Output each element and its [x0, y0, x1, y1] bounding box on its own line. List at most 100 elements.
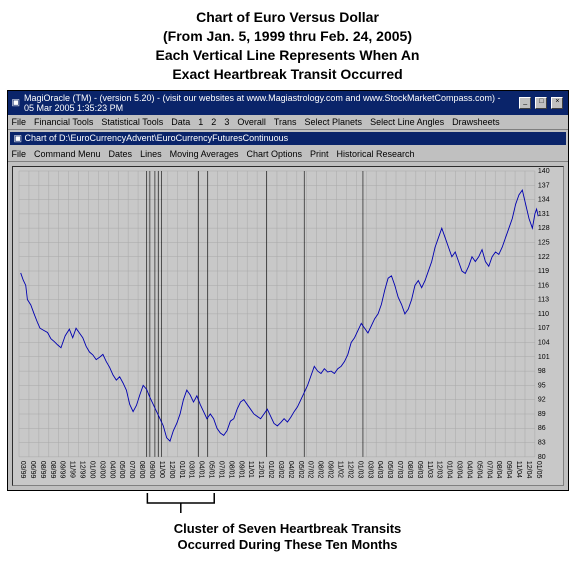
submenu-item[interactable]: File	[12, 149, 27, 159]
svg-text:11/02: 11/02	[336, 460, 343, 477]
svg-text:116: 116	[537, 282, 548, 289]
svg-text:03/99: 03/99	[19, 460, 26, 478]
svg-text:03/01: 03/01	[187, 460, 194, 478]
svg-text:131: 131	[537, 210, 549, 217]
svg-text:04/01: 04/01	[197, 460, 204, 478]
header-line-2: (From Jan. 5, 1999 thru Feb. 24, 2005)	[0, 27, 575, 46]
menu-item[interactable]: Select Planets	[305, 117, 363, 127]
price-chart: 8083868992959810110410711011311611912212…	[12, 166, 564, 486]
header-line-4: Exact Heartbreak Transit Occurred	[0, 65, 575, 84]
svg-text:01/00: 01/00	[88, 460, 95, 478]
footnote-line-2: Occurred During These Ten Months	[0, 537, 575, 554]
titlebar: ▣ MagiOracle (TM) - (version 5.20) - (vi…	[8, 91, 568, 115]
svg-text:05/00: 05/00	[118, 460, 125, 478]
svg-text:01/03: 01/03	[356, 460, 363, 478]
svg-text:140: 140	[537, 168, 549, 175]
svg-text:08/02: 08/02	[316, 460, 323, 478]
svg-text:09/00: 09/00	[148, 460, 155, 478]
svg-text:01/02: 01/02	[267, 460, 274, 478]
menu-item[interactable]: Financial Tools	[34, 117, 93, 127]
svg-text:07/02: 07/02	[306, 460, 313, 478]
svg-text:12/02: 12/02	[346, 460, 353, 478]
svg-text:104: 104	[537, 339, 549, 346]
svg-text:07/04: 07/04	[485, 460, 492, 478]
submenu-item[interactable]: Lines	[140, 149, 162, 159]
minimize-button[interactable]: _	[519, 97, 531, 109]
svg-text:05/04: 05/04	[475, 460, 482, 478]
svg-text:11/03: 11/03	[425, 460, 432, 477]
app-window: ▣ MagiOracle (TM) - (version 5.20) - (vi…	[7, 90, 569, 491]
submenubar: File Command Menu Dates Lines Moving Average…	[8, 147, 568, 162]
svg-text:01/05: 01/05	[534, 460, 541, 478]
menu-item[interactable]: Trans	[274, 117, 297, 127]
menu-item[interactable]: Statistical Tools	[101, 117, 163, 127]
svg-text:113: 113	[537, 296, 548, 303]
svg-text:09/99: 09/99	[58, 460, 65, 478]
svg-text:03/04: 03/04	[455, 460, 462, 478]
menu-item[interactable]: Overall	[237, 117, 266, 127]
svg-text:09/04: 09/04	[505, 460, 512, 478]
doc-title-bar: ▣ Chart of D:\EuroCurrencyAdvent\EuroCur…	[10, 132, 566, 145]
menu-item[interactable]: 3	[224, 117, 229, 127]
menubar: File Financial Tools Statistical Tools Data…	[8, 115, 568, 130]
menu-item[interactable]: 2	[211, 117, 216, 127]
menu-item[interactable]: Select Line Angles	[370, 117, 444, 127]
svg-text:137: 137	[537, 182, 549, 189]
close-button[interactable]: ×	[551, 97, 563, 109]
chart-frame: 8083868992959810110410711011311611912212…	[8, 162, 568, 490]
svg-text:07/00: 07/00	[128, 460, 135, 478]
svg-text:07/01: 07/01	[217, 460, 224, 478]
svg-text:03/00: 03/00	[98, 460, 105, 478]
svg-text:122: 122	[537, 253, 549, 260]
header-line-1: Chart of Euro Versus Dollar	[0, 8, 575, 27]
submenu-item[interactable]: Historical Research	[337, 149, 415, 159]
submenu-item[interactable]: Moving Averages	[170, 149, 239, 159]
page-header: Chart of Euro Versus Dollar (From Jan. 5…	[0, 0, 575, 90]
maximize-button[interactable]: □	[535, 97, 547, 109]
svg-text:11/99: 11/99	[68, 460, 75, 477]
svg-text:110: 110	[537, 310, 548, 317]
svg-text:04/02: 04/02	[286, 460, 293, 478]
svg-text:01/04: 01/04	[445, 460, 452, 478]
submenu-item[interactable]: Chart Options	[246, 149, 302, 159]
svg-text:08/04: 08/04	[495, 460, 502, 478]
svg-text:134: 134	[537, 196, 549, 203]
submenu-item[interactable]: Print	[310, 149, 329, 159]
svg-text:11/01: 11/01	[247, 460, 254, 477]
menu-item[interactable]: Data	[171, 117, 190, 127]
bracket-svg	[8, 491, 568, 515]
svg-text:12/03: 12/03	[435, 460, 442, 478]
menu-item[interactable]: 1	[198, 117, 203, 127]
submenu-item[interactable]: Dates	[109, 149, 133, 159]
svg-text:119: 119	[537, 268, 548, 275]
svg-text:08/99: 08/99	[38, 460, 45, 478]
svg-text:05/03: 05/03	[386, 460, 393, 478]
svg-text:101: 101	[537, 353, 549, 360]
svg-text:06/99: 06/99	[28, 460, 35, 478]
svg-text:04/03: 04/03	[376, 460, 383, 478]
footnote-line-1: Cluster of Seven Heartbreak Transits	[0, 521, 575, 538]
svg-text:09/03: 09/03	[415, 460, 422, 478]
svg-text:86: 86	[537, 425, 545, 432]
doc-icon: ▣	[14, 133, 23, 143]
submenu-item[interactable]: Command Menu	[34, 149, 101, 159]
doc-title: Chart of D:\EuroCurrencyAdvent\EuroCurre…	[25, 133, 289, 143]
svg-text:11/04: 11/04	[515, 460, 522, 477]
svg-text:92: 92	[537, 396, 545, 403]
header-line-3: Each Vertical Line Represents When An	[0, 46, 575, 65]
svg-text:12/04: 12/04	[524, 460, 531, 478]
svg-text:04/04: 04/04	[465, 460, 472, 478]
app-title: MagiOracle (TM) - (version 5.20) - (visi…	[24, 93, 511, 113]
svg-text:04/00: 04/00	[108, 460, 115, 478]
menu-item[interactable]: File	[12, 117, 27, 127]
svg-text:07/03: 07/03	[396, 460, 403, 478]
svg-text:107: 107	[537, 325, 549, 332]
svg-text:12/01: 12/01	[257, 460, 264, 478]
svg-text:05/01: 05/01	[207, 460, 214, 478]
menu-item[interactable]: Drawsheets	[452, 117, 500, 127]
svg-text:98: 98	[537, 368, 545, 375]
app-icon: ▣	[12, 97, 21, 108]
svg-text:11/00: 11/00	[157, 460, 164, 477]
svg-text:03/02: 03/02	[276, 460, 283, 478]
svg-text:05/02: 05/02	[296, 460, 303, 478]
